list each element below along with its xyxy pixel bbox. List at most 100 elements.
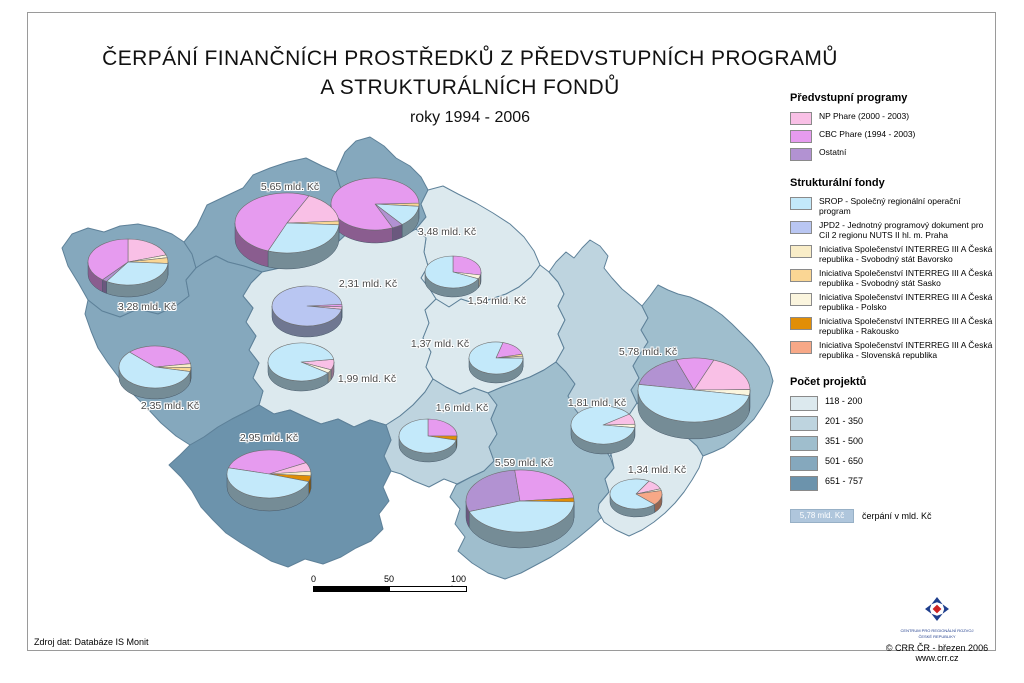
pie-slice-srop <box>398 418 457 454</box>
legend-item-interreg_slovensko: Iniciativa Společenství INTERREG III A Č… <box>790 340 994 360</box>
legend-item-np_phare: NP Phare (2000 - 2003) <box>790 111 994 125</box>
legend-label: 501 - 650 <box>825 456 864 466</box>
title-block: ČERPÁNÍ FINANČNÍCH PROSTŘEDKŮ Z PŘEDVSTU… <box>90 44 850 131</box>
page-title-line2: A STRUKTURÁLNÍCH FONDŮ <box>320 76 620 99</box>
pie-value-label-vysocina: 1,6 mld. Kč <box>435 402 489 414</box>
pie-slice-srop <box>609 478 655 510</box>
legend-heading-predvstupni: Předvstupní programy <box>790 92 908 104</box>
pie-slice-np_phare <box>693 359 751 391</box>
scalebar-tick-0: 0 <box>311 574 317 584</box>
legend-item-class-1: 201 - 350 <box>790 415 994 431</box>
legend-swatch-srop <box>790 197 812 210</box>
pie-slice-cbc_phare <box>427 418 458 437</box>
pie-slice-ostatni <box>465 469 521 512</box>
legend-item-class-3: 501 - 650 <box>790 455 994 471</box>
legend-sample-row: 5,78 mld. Kč čerpání v mld. Kč <box>790 509 994 523</box>
legend-swatch-interreg_rakousko <box>790 317 812 330</box>
legend-swatch-np_phare <box>790 112 812 125</box>
pie-jihocesky <box>226 449 312 512</box>
legend-item-interreg_bavorsko: Iniciativa Společenství INTERREG III A Č… <box>790 244 994 264</box>
pie-pardubicky <box>468 341 524 384</box>
scalebar-tick-50: 50 <box>384 574 395 584</box>
legend-swatch-interreg_slovensko <box>790 341 812 354</box>
pie-value-label-kralovehradecky: 1,54 mld. Kč <box>467 295 527 307</box>
pie-value-label-zlinsky: 1,34 mld. Kč <box>627 464 687 476</box>
pie-value-label-ustecky: 5,65 mld. Kč <box>260 181 320 193</box>
pie-slice-cbc_phare <box>514 469 575 502</box>
legend-label: Iniciativa Společenství INTERREG III A Č… <box>819 268 993 288</box>
legend-label: Iniciativa Společenství INTERREG III A Č… <box>819 340 993 360</box>
pie-slice-srop <box>570 405 635 445</box>
legend-label: Iniciativa Společenství INTERREG III A Č… <box>819 292 993 312</box>
legend-label: Iniciativa Společenství INTERREG III A Č… <box>819 316 993 336</box>
legend-swatch-ostatni <box>790 148 812 161</box>
legend-label: 651 - 757 <box>825 476 864 486</box>
legend-item-interreg_sasko: Iniciativa Společenství INTERREG III A Č… <box>790 268 994 288</box>
pie-slice-cbc_phare <box>129 345 191 368</box>
pie-slice-cbc_phare <box>228 449 307 475</box>
legend-swatch-class-0 <box>790 396 818 411</box>
pie-value-label-jihomoravsky: 5,59 mld. Kč <box>494 457 554 469</box>
pie-slice-srop <box>267 222 340 254</box>
pie-vysocina <box>398 418 458 463</box>
pie-ustecky <box>234 192 340 270</box>
legend-item-jpd2: JPD2 - Jednotný programový dokument pro … <box>790 220 994 240</box>
legend-swatch-cbc_phare <box>790 130 812 143</box>
legend-items-strukturalni: SROP - Společný regionální operační prog… <box>790 196 994 360</box>
pie-slice-srop <box>468 341 524 375</box>
pie-value-label-liberecky: 3,48 mld. Kč <box>417 226 477 238</box>
legend-items-pocet: 118 - 200 201 - 350 351 - 500 501 - 650 651 … <box>790 395 994 491</box>
legend-item-class-0: 118 - 200 <box>790 395 994 411</box>
pie-liberecky <box>330 177 420 244</box>
crr-logo-icon <box>925 597 949 621</box>
legend-panel: Předvstupní programy NP Phare (2000 - 20… <box>790 92 994 539</box>
publisher-credit: CENTRUM PRO REGIONÁLNÍ ROZVOJ ČESKÉ REPU… <box>862 596 1012 663</box>
pie-value-label-stredocesky: 1,99 mld. Kč <box>337 373 397 385</box>
legend-item-class-4: 651 - 757 <box>790 475 994 491</box>
legend-swatch-class-2 <box>790 436 818 451</box>
pie-kralovehradecky <box>424 255 482 298</box>
data-source-note: Zdroj dat: Databáze IS Monit <box>34 637 149 647</box>
pie-slice-np_phare <box>286 195 340 224</box>
legend-label: NP Phare (2000 - 2003) <box>819 111 910 121</box>
legend-item-interreg_polsko: Iniciativa Společenství INTERREG III A Č… <box>790 292 994 312</box>
pie-slice-jpd2 <box>271 285 343 327</box>
legend-heading-pocet: Počet projektů <box>790 376 867 388</box>
pie-moravskoslezsky <box>637 357 751 440</box>
pie-value-label-jihocesky: 2,95 mld. Kč <box>239 432 299 444</box>
pie-slice-cbc_phare <box>452 255 482 276</box>
legend-item-interreg_rakousko: Iniciativa Společenství INTERREG III A Č… <box>790 316 994 336</box>
legend-heading-strukturalni: Strukturální fondy <box>790 177 885 189</box>
scalebar-bar <box>313 586 467 592</box>
legend-label: 201 - 350 <box>825 416 864 426</box>
pie-slice-srop <box>637 384 750 423</box>
page-subtitle-years: roky 1994 - 2006 <box>409 109 531 126</box>
legend-item-ostatni: Ostatní <box>790 147 994 161</box>
pie-slice-srop <box>424 255 479 289</box>
legend-label: Ostatní <box>819 147 847 157</box>
legend-items-predvstupni: NP Phare (2000 - 2003) CBC Phare (1994 - … <box>790 111 994 161</box>
legend-swatch-interreg_bavorsko <box>790 245 812 258</box>
legend-label: JPD2 - Jednotný programový dokument pro … <box>819 220 984 240</box>
legend-section-pocet: Počet projektů 118 - 200 201 - 350 351 - 5… <box>790 376 994 523</box>
pie-olomoucky <box>570 405 636 455</box>
pie-slice-cbc_phare <box>234 192 310 252</box>
pie-value-label-praha: 2,31 mld. Kč <box>338 278 398 290</box>
logo-caption-line2: ČESKÉ REPUBLIKY <box>918 634 956 639</box>
pie-slice-cbc_phare <box>87 238 129 281</box>
map-scalebar: 0 50 100 km <box>311 574 467 594</box>
legend-section-strukturalni: Strukturální fondy SROP - Společný regio… <box>790 177 994 360</box>
pie-slice-cbc_phare <box>330 177 420 231</box>
website-line: www.crr.cz <box>915 653 959 663</box>
copyright-line: © CRR ČR - březen 2006 <box>885 643 989 653</box>
legend-item-srop: SROP - Společný regionální operační prog… <box>790 196 994 216</box>
legend-label: Iniciativa Společenství INTERREG III A Č… <box>819 244 993 264</box>
legend-label: 118 - 200 <box>825 396 863 406</box>
legend-swatch-class-3 <box>790 456 818 471</box>
pie-praha <box>271 285 343 338</box>
sample-value-chip: 5,78 mld. Kč <box>790 509 854 523</box>
pie-zlinsky <box>609 478 663 518</box>
pie-value-label-olomoucky: 1,81 mld. Kč <box>567 397 627 409</box>
pie-slice-np_phare <box>127 238 167 263</box>
